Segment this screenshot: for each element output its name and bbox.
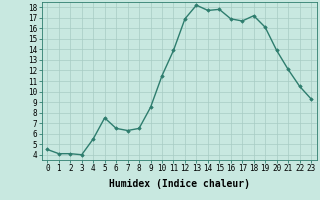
X-axis label: Humidex (Indice chaleur): Humidex (Indice chaleur) — [109, 179, 250, 189]
